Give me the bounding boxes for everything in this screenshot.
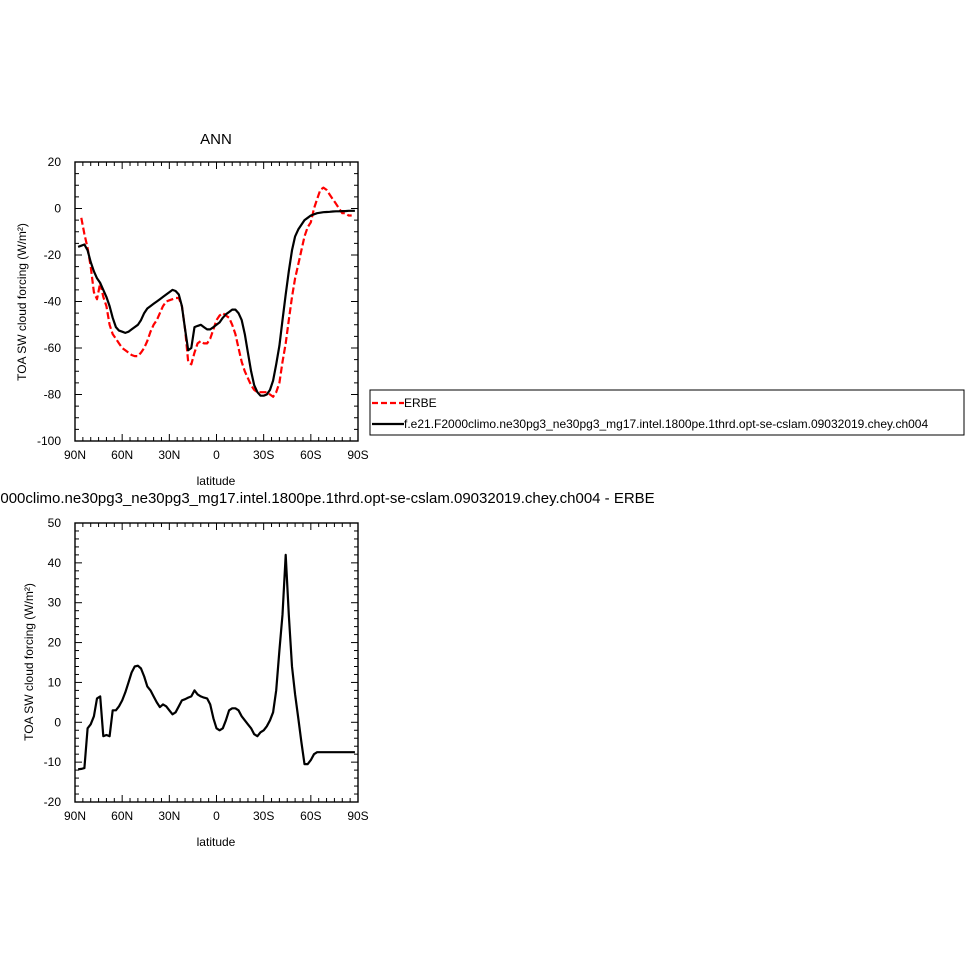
bottom-y-tick-label: 20 [48, 636, 62, 650]
bottom-series-line-difference [77, 553, 355, 771]
bottom-y-tick-label: 50 [48, 516, 62, 530]
bottom-y-tick-label: -10 [44, 755, 62, 769]
bottom-x-tick-label: 30S [253, 809, 274, 823]
top-y-tick-label: -20 [44, 248, 62, 262]
bottom-x-tick-label: 60N [111, 809, 133, 823]
top-x-tick-label: 30S [253, 448, 274, 462]
bottom-y-tick-label: 40 [48, 556, 62, 570]
top-y-tick-label: -60 [44, 341, 62, 355]
top-y-tick-label: -100 [37, 434, 61, 448]
bottom-chart-frame [74, 522, 359, 803]
top-chart-panel: ANN 90N 60N 30N 0 30S 60S 90S 20 0 -20 -40 -60 -80 -1… [15, 131, 369, 488]
bottom-y-tick-label: 30 [48, 596, 62, 610]
top-y-tick-label: 20 [48, 155, 62, 169]
bottom-chart-xlabel: latitude [197, 835, 236, 849]
bottom-chart-lines [77, 553, 355, 771]
bottom-y-tick-label: 0 [54, 715, 61, 729]
bottom-chart-title: f.e21.F2000climo.ne30pg3_ne30pg3_mg17.in… [0, 490, 655, 507]
top-chart-frame [74, 161, 359, 442]
top-x-tick-label: 60S [300, 448, 321, 462]
bottom-chart-ylabel: TOA SW cloud forcing (W/m²) [22, 583, 36, 741]
bottom-chart-panel: f.e21.F2000climo.ne30pg3_ne30pg3_mg17.in… [0, 490, 655, 849]
legend-label-model: f.e21.F2000climo.ne30pg3_ne30pg3_mg17.in… [404, 417, 928, 431]
legend-box [369, 389, 965, 436]
top-series-line-erbe [80, 186, 352, 398]
top-chart-xlabel: latitude [197, 474, 236, 488]
top-x-tick-label: 90S [347, 448, 368, 462]
top-chart-lines [77, 186, 355, 398]
bottom-x-tick-label: 0 [213, 809, 220, 823]
top-x-tick-label: 90N [64, 448, 86, 462]
bottom-y-tick-label: 10 [48, 675, 62, 689]
top-x-tick-label: 60N [111, 448, 133, 462]
bottom-x-tick-label: 30N [158, 809, 180, 823]
top-chart-title: ANN [200, 131, 232, 148]
bottom-x-tick-label: 90S [347, 809, 368, 823]
bottom-y-tick-label: -20 [44, 795, 62, 809]
top-series-line-model [77, 209, 355, 397]
top-x-tick-label: 0 [213, 448, 220, 462]
bottom-x-tick-label: 90N [64, 809, 86, 823]
top-y-tick-label: -80 [44, 388, 62, 402]
bottom-x-tick-label: 60S [300, 809, 321, 823]
legend: ERBE f.e21.F2000climo.ne30pg3_ne30pg3_mg… [369, 389, 965, 436]
top-y-tick-label: 0 [54, 202, 61, 216]
bottom-chart-ticks: 90N 60N 30N 0 30S 60S 90S 50 40 30 20 10 0 -10 -20 [44, 516, 369, 823]
top-chart-ylabel: TOA SW cloud forcing (W/m²) [15, 223, 29, 381]
top-y-tick-label: -40 [44, 295, 62, 309]
top-x-tick-label: 30N [158, 448, 180, 462]
legend-label-erbe: ERBE [404, 396, 437, 410]
